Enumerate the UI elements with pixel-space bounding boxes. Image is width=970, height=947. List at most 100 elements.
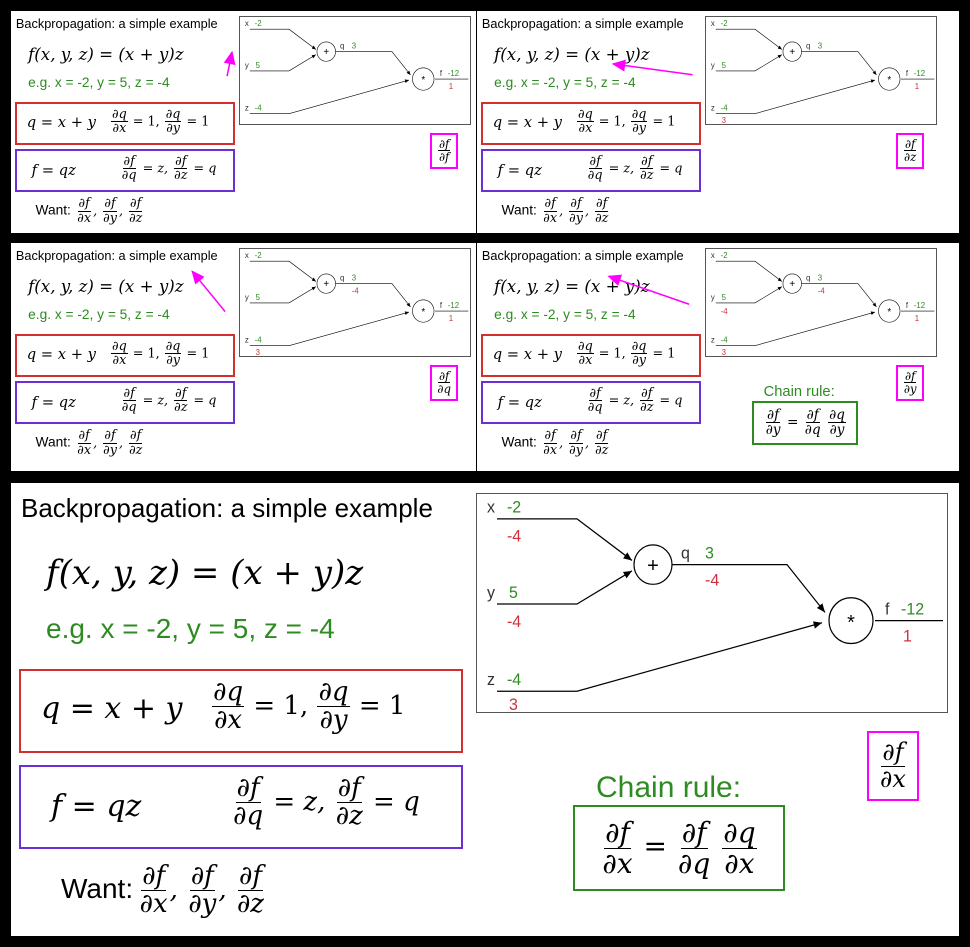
- q-equation: q = x + y: [41, 691, 183, 726]
- slide-title: Backpropagation: a simple example: [15, 15, 218, 31]
- z-label: z: [245, 335, 249, 344]
- f-equation: f = qz: [51, 789, 142, 824]
- edge-y-to-plus: [497, 570, 633, 605]
- plus-node: [316, 41, 336, 62]
- computational-graph: + * x -2 y 5 -4 z -4 3 q 3 -4 f -12 1: [704, 247, 938, 357]
- df-dx-fraction: ∂f ∂x: [543, 428, 558, 458]
- q-value: 3: [705, 544, 714, 562]
- target-gradient-box: ∂f ∂f: [430, 132, 458, 169]
- slide-title: Backpropagation: a simple example: [21, 493, 433, 523]
- q-equation-box: q = x + y ∂q ∂x = 1, ∂q ∂y = 1: [19, 669, 463, 753]
- q-value: 3: [352, 41, 357, 50]
- q-label: q: [340, 41, 344, 50]
- q-equation-box: q = x + y ∂q ∂x = 1, ∂q ∂y = 1: [480, 334, 701, 378]
- plus-node-label: +: [789, 47, 795, 58]
- x-value: -2: [255, 19, 263, 28]
- f-derivatives: ∂f ∂q = z, ∂f ∂z = q: [587, 154, 683, 184]
- f-value: -12: [914, 301, 926, 310]
- f-gradient: 1: [903, 627, 912, 645]
- z-gradient: 3: [256, 348, 261, 356]
- q-equation-box: q = x + y ∂q ∂x = 1, ∂q ∂y = 1: [14, 102, 235, 146]
- times-node-label: *: [421, 75, 425, 86]
- df-dy-fraction: ∂f ∂y: [569, 196, 583, 226]
- f-value: -12: [448, 301, 460, 310]
- y-value: 5: [722, 293, 727, 302]
- df-dz-fraction: ∂f ∂z: [129, 196, 143, 226]
- chain-rule-formula: ∂f ∂x = ∂f ∂q ∂q ∂x: [573, 805, 785, 891]
- edge-q-to-times: [335, 283, 411, 308]
- times-node-label: *: [887, 307, 891, 318]
- z-gradient: 3: [722, 116, 727, 124]
- pointer-arrow: [223, 50, 236, 77]
- y-label: y: [711, 61, 715, 70]
- example-values: e.g. x = -2, y = 5, z = -4: [494, 306, 636, 322]
- f-equation: f = qz: [31, 161, 76, 179]
- times-node: [828, 597, 874, 645]
- want-row: Want: ∂f ∂x, ∂f ∂y, ∂f ∂z: [501, 196, 609, 226]
- q-value: 3: [352, 273, 357, 282]
- chain-rule-label: Chain rule:: [596, 771, 742, 804]
- dq-dx-fraction: ∂q ∂x: [111, 107, 128, 137]
- target-gradient: ∂f ∂y: [903, 368, 917, 397]
- target-gradient-box: ∂f ∂y: [896, 364, 924, 401]
- f-equation-box: f = qz ∂f ∂q = z, ∂f ∂z = q: [19, 765, 463, 849]
- example-values: e.g. x = -2, y = 5, z = -4: [46, 613, 335, 644]
- times-node: [878, 67, 901, 91]
- times-node-label: *: [847, 612, 855, 634]
- edge-x-to-plus: [249, 260, 316, 282]
- want-label: Want:: [35, 434, 71, 450]
- edge-y-to-plus: [715, 286, 782, 304]
- target-gradient-box: ∂f ∂q: [430, 364, 458, 401]
- df-dq-fraction: ∂f ∂q: [587, 154, 603, 184]
- dq-dy-fraction: ∂q ∂y: [164, 107, 182, 137]
- q-gradient: -4: [818, 287, 826, 296]
- edge-q-to-times: [335, 51, 411, 76]
- df-dq-fraction: ∂f ∂q: [587, 386, 603, 416]
- df-dx-fraction: ∂f ∂x: [139, 861, 168, 920]
- dq-dx-fraction: ∂q ∂x: [577, 339, 594, 369]
- df-dy-fraction: ∂f ∂y: [569, 428, 583, 458]
- f-equation-box: f = qz ∂f ∂q = z, ∂f ∂z = q: [480, 381, 701, 425]
- df-dz-fraction: ∂f ∂z: [129, 428, 143, 458]
- edge-y-to-plus: [249, 54, 316, 72]
- pointer-arrow: [191, 270, 226, 313]
- edge-x-to-plus: [497, 518, 633, 561]
- target-gradient: ∂f ∂x: [880, 738, 906, 793]
- f-equation: f = qz: [497, 161, 542, 179]
- want-row: Want: ∂f ∂x, ∂f ∂y, ∂f ∂z: [35, 428, 143, 458]
- y-label: y: [245, 293, 249, 302]
- y-value: 5: [722, 61, 727, 70]
- y-label: y: [711, 293, 715, 302]
- function-definition: f(x, y, z) = (x + y)z: [28, 277, 184, 297]
- x-gradient: -4: [507, 527, 521, 545]
- times-node: [412, 299, 435, 323]
- z-value: -4: [721, 335, 729, 344]
- df-dz-fraction: ∂f ∂z: [335, 773, 363, 832]
- z-value: -4: [255, 335, 263, 344]
- f-value: -12: [901, 600, 924, 618]
- plus-node: [782, 41, 802, 62]
- z-label: z: [487, 671, 495, 689]
- f-derivatives: ∂f ∂q = z, ∂f ∂z = q: [121, 386, 217, 416]
- q-derivatives: ∂q ∂x = 1, ∂q ∂y = 1: [577, 107, 676, 137]
- x-value: -2: [507, 498, 521, 516]
- df-dy-fraction: ∂f ∂y: [103, 428, 117, 458]
- target-gradient: ∂f ∂q: [437, 368, 451, 397]
- df-dx-fraction: ∂f ∂x: [77, 428, 92, 458]
- want-label: Want:: [501, 202, 537, 218]
- f-label: f: [885, 600, 890, 618]
- f-value: -12: [448, 69, 460, 78]
- y-value: 5: [256, 293, 261, 302]
- x-label: x: [487, 498, 495, 516]
- f-equation-box: f = qz ∂f ∂q = z, ∂f ∂z = q: [480, 149, 701, 193]
- z-label: z: [711, 103, 715, 112]
- df-dq-fraction: ∂f ∂q: [233, 773, 264, 832]
- x-value: -2: [721, 19, 729, 28]
- plus-node: [633, 544, 673, 585]
- example-values: e.g. x = -2, y = 5, z = -4: [28, 306, 170, 322]
- slide-panel-2: Backpropagation: a simple example f(x, y…: [477, 11, 959, 233]
- q-label: q: [681, 544, 690, 562]
- q-gradient: -4: [352, 287, 360, 296]
- q-label: q: [806, 273, 810, 282]
- df-dq-fraction: ∂f ∂q: [121, 154, 137, 184]
